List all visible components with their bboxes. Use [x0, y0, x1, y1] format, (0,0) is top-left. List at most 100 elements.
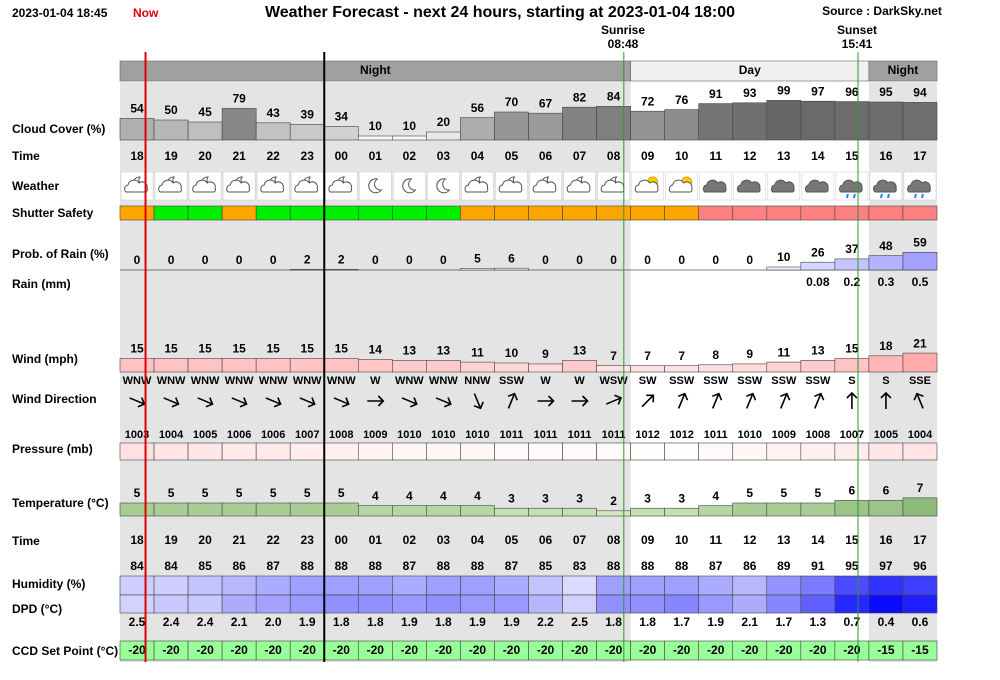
weather-icon — [154, 171, 188, 201]
wind-value: 7 — [610, 349, 617, 363]
temperature-value: 5 — [168, 486, 175, 500]
wind-arrow — [677, 392, 689, 409]
hour: 17 — [913, 149, 927, 163]
weather-icon — [699, 171, 733, 201]
hour: 04 — [471, 533, 485, 547]
row-label: Time — [12, 149, 40, 163]
humidity-value: 87 — [709, 559, 723, 573]
hour: 05 — [505, 533, 519, 547]
shutter-cell — [392, 205, 427, 221]
humidity-cell — [187, 575, 223, 596]
wind-dir: WNW — [327, 375, 356, 387]
cloud — [226, 179, 251, 193]
temperature-bar — [902, 497, 938, 517]
hour: 03 — [437, 533, 451, 547]
wind-arrow — [197, 397, 214, 408]
cloud — [839, 179, 863, 193]
shutter-cell — [664, 205, 700, 221]
ccd-cell — [902, 640, 938, 661]
source: Source : DarkSky.net — [822, 4, 942, 18]
wind-dir: W — [370, 375, 381, 387]
pressure-cell — [732, 442, 768, 461]
wind-bar — [494, 362, 529, 373]
hour: 18 — [130, 533, 144, 547]
wind-value: 11 — [471, 345, 484, 359]
humidity-value: 85 — [539, 559, 553, 573]
shutter-cell — [289, 205, 325, 221]
rain-prob-bar — [800, 261, 836, 271]
wind-bar — [426, 359, 461, 373]
weather-icon — [903, 171, 937, 201]
shutter-cell — [562, 205, 597, 221]
pressure-cell — [153, 442, 189, 461]
hour: 13 — [777, 149, 791, 163]
shutter-cell — [902, 205, 938, 221]
ccd-value: -20 — [469, 643, 487, 657]
pressure-value: 1007 — [295, 429, 319, 441]
wind-bar — [800, 359, 836, 373]
pressure-cell — [902, 442, 938, 461]
rain-drop — [886, 193, 890, 199]
pressure-value: 1003 — [125, 429, 149, 441]
hour: 15 — [845, 533, 859, 547]
hour: 04 — [471, 149, 485, 163]
cloud-cover-bar — [357, 135, 393, 141]
cloud-cover-value: 97 — [811, 84, 825, 98]
cloud — [124, 179, 148, 193]
temperature-bar — [494, 507, 529, 517]
temperature-value: 7 — [917, 481, 924, 495]
pressure-value: 1010 — [431, 429, 455, 441]
rain-prob-bar — [494, 267, 529, 271]
wind-dir: SSE — [909, 375, 931, 387]
hour: 06 — [539, 149, 553, 163]
cloud-cover-value: 93 — [743, 86, 757, 100]
row-label: Pressure (mb) — [12, 442, 93, 456]
pressure-cell — [323, 442, 359, 461]
dpd-value: 2.1 — [231, 615, 248, 629]
hour: 12 — [743, 149, 757, 163]
wind-arrow — [507, 392, 518, 409]
cloud-cover-bar — [426, 131, 461, 141]
hour: 09 — [641, 149, 655, 163]
temperature-value: 6 — [883, 484, 890, 498]
wind-dir: WNW — [191, 375, 220, 387]
ccd-value: -20 — [741, 643, 759, 657]
dpd-cell — [289, 594, 325, 614]
rain-drop — [845, 193, 849, 199]
rain-value: 0.5 — [912, 275, 929, 289]
wind-arrow — [537, 395, 555, 407]
arrow — [846, 391, 858, 409]
hour: 17 — [913, 533, 927, 547]
cloud — [532, 179, 557, 193]
arrow — [677, 392, 689, 409]
cloud-cover-value: 20 — [437, 115, 451, 129]
wind-dir: W — [540, 375, 551, 387]
pressure-value: 1011 — [500, 429, 524, 441]
dpd-value: 2.0 — [265, 615, 282, 629]
pressure-cell — [289, 442, 325, 461]
temperature-value: 6 — [849, 484, 856, 498]
humidity-cell — [902, 575, 938, 596]
hour: 11 — [709, 533, 722, 547]
dpd-cell — [426, 594, 461, 614]
dpd-cell — [868, 594, 904, 614]
temperature-bar — [868, 500, 904, 517]
rain-prob-bar — [323, 269, 359, 271]
wind-value: 8 — [712, 348, 719, 362]
shutter-cell — [187, 205, 223, 221]
temperature-value: 5 — [780, 486, 787, 500]
dpd-cell — [494, 594, 529, 614]
humidity-cell — [460, 575, 495, 596]
cloud — [873, 179, 897, 193]
wind-dir: SSW — [499, 375, 525, 387]
hour: 06 — [539, 533, 553, 547]
wind-dir: SSW — [771, 375, 797, 387]
dpd-cell — [596, 594, 631, 614]
temperature-bar — [357, 505, 393, 517]
wind-value: 13 — [811, 343, 825, 357]
title: Weather Forecast - next 24 hours, starti… — [265, 4, 735, 21]
humidity-cell — [596, 575, 631, 596]
cloud — [668, 179, 693, 193]
rain-prob-value: 0 — [134, 253, 141, 267]
cloud-cover-value: 72 — [641, 94, 655, 108]
